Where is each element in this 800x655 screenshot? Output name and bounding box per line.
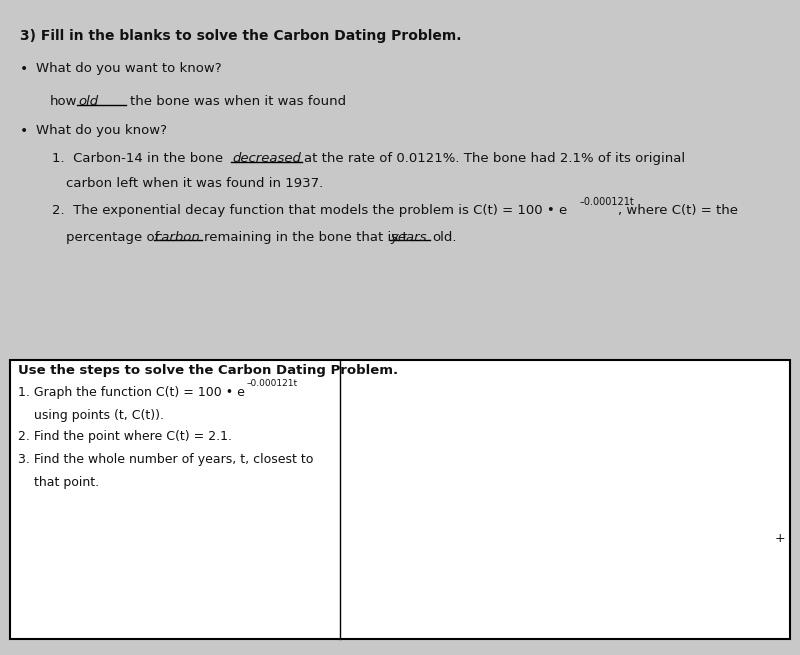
Text: 1. Graph the function C(t) = 100 • e: 1. Graph the function C(t) = 100 • e [18,386,245,400]
Text: 40,000: 40,000 [710,592,746,602]
Text: •: • [20,62,28,76]
Text: 30,000: 30,000 [622,592,658,602]
Text: t: t [774,575,778,588]
Text: years: years [390,231,427,244]
Text: –0.000121t: –0.000121t [246,379,298,388]
Text: 3) Fill in the blanks to solve the Carbon Dating Problem.: 3) Fill in the blanks to solve the Carbo… [20,29,462,43]
Text: old.: old. [432,231,457,244]
Text: decreased: decreased [232,152,301,165]
Text: •: • [20,124,28,138]
Text: (31590, 21): (31590, 21) [581,560,646,570]
Text: the bone was when it was found: the bone was when it was found [130,95,346,108]
Text: percentage of: percentage of [66,231,163,244]
Text: –0.000121t: –0.000121t [579,196,634,206]
Text: remaining in the bone that is t: remaining in the bone that is t [204,231,412,244]
Text: 100: 100 [351,388,372,398]
Text: 1.  Carbon-14 in the bone: 1. Carbon-14 in the bone [52,152,227,165]
Text: 2.  The exponential decay function that models the problem is C(t) = 100 • e: 2. The exponential decay function that m… [52,204,567,217]
Text: What do you want to know?: What do you want to know? [36,62,222,75]
Text: Use the steps to solve the Carbon Dating Problem.: Use the steps to solve the Carbon Dating… [18,364,398,377]
Text: 50: 50 [358,483,372,493]
Text: +: + [774,532,785,545]
Text: 2. Find the point where C(t) = 2.1.: 2. Find the point where C(t) = 2.1. [18,430,232,443]
Text: 3. Find the whole number of years, t, closest to: 3. Find the whole number of years, t, cl… [18,453,313,466]
Text: carbon left when it was found in 1937.: carbon left when it was found in 1937. [66,177,323,190]
Text: What do you know?: What do you know? [36,124,167,138]
Text: using points (t, C(t)).: using points (t, C(t)). [18,409,163,422]
Text: carbon: carbon [154,231,200,244]
Text: C(t): C(t) [390,362,413,375]
Text: old: old [78,95,98,108]
Text: 10,000: 10,000 [447,592,483,602]
Text: how: how [50,95,77,108]
Text: that point.: that point. [18,476,98,489]
Text: , where C(t) = the: , where C(t) = the [618,204,738,217]
Text: at the rate of 0.0121%. The bone had 2.1% of its original: at the rate of 0.0121%. The bone had 2.1… [304,152,685,165]
Text: 20,000: 20,000 [534,592,570,602]
